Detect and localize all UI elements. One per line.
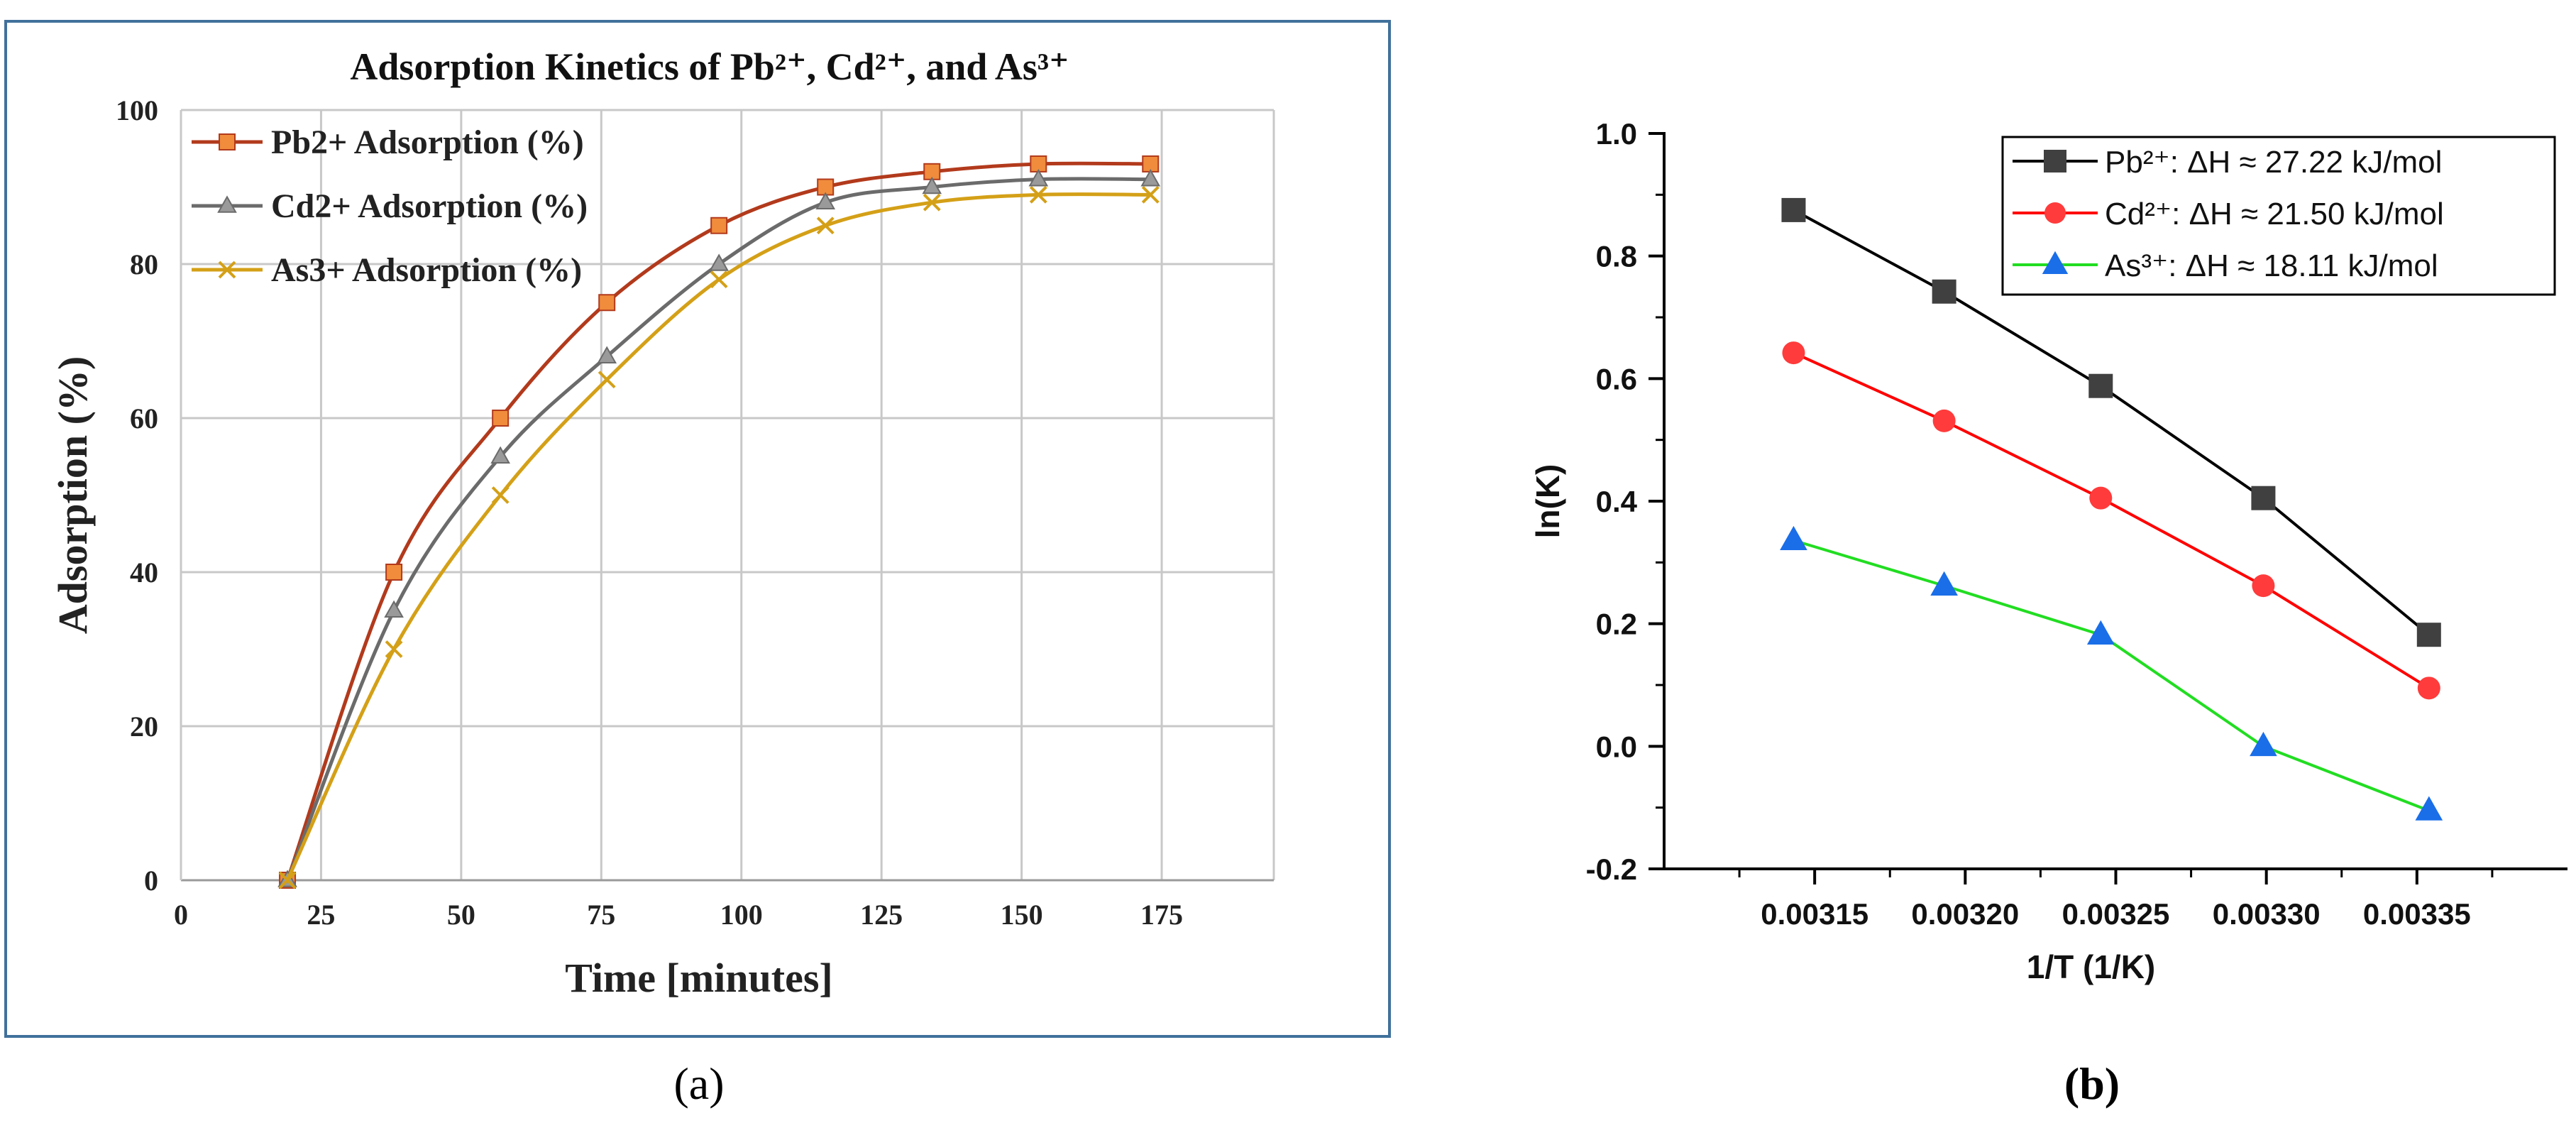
data-point [2086, 620, 2115, 645]
x-tick-label: 0.00315 [1761, 897, 1868, 931]
y-tick-label: 1.0 [1596, 117, 1637, 150]
y-axis-label: Adsorption (%) [50, 356, 96, 635]
series-line [1793, 351, 2430, 690]
legend-label: Cd²⁺: ΔH ≈ 21.50 kJ/mol [2105, 197, 2444, 231]
x-tick-label: 25 [307, 899, 335, 931]
data-point [491, 486, 510, 504]
x-tick-label: 0 [174, 899, 188, 931]
data-point [922, 176, 942, 195]
data-point [385, 564, 403, 581]
data-point [2252, 574, 2275, 598]
data-point [1028, 168, 1049, 187]
legend-label: Pb2+ Adsorption (%) [271, 124, 584, 161]
data-point [2089, 486, 2113, 510]
data-point [815, 192, 836, 209]
x-tick-label: 0.00320 [1911, 897, 2019, 931]
panel-a-label: (a) [673, 1058, 724, 1109]
data-point [278, 871, 297, 889]
chart-title: Adsorption Kinetics of Pb²⁺, Cd²⁺, and A… [350, 45, 1069, 88]
x-tick-label: 175 [1140, 899, 1183, 931]
y-tick-label: 0.2 [1596, 608, 1637, 641]
panel-a-frame [4, 20, 1391, 1038]
data-point [384, 600, 404, 618]
y-tick-label: 0.4 [1596, 485, 1638, 518]
y-tick-label: 20 [130, 711, 158, 743]
data-point [597, 346, 617, 363]
data-point [1781, 197, 1806, 222]
y-tick-label: 0.0 [1596, 730, 1637, 763]
legend-box [2001, 136, 2556, 296]
legend-label: Cd2+ Adsorption (%) [271, 187, 588, 225]
data-point [709, 253, 729, 271]
data-point [2417, 676, 2440, 700]
legend-marker [2044, 150, 2066, 172]
x-tick-label: 75 [587, 899, 615, 931]
x-axis-label: 1/T (1/K) [2027, 948, 2155, 985]
y-tick-label: 80 [130, 248, 158, 280]
data-point [710, 270, 728, 289]
data-point [598, 371, 616, 389]
legend-label: As³⁺: ΔH ≈ 18.11 kJ/mol [2105, 248, 2438, 283]
data-point [2251, 486, 2276, 510]
data-point [492, 410, 510, 427]
data-point [1141, 185, 1160, 204]
x-tick-label: 50 [447, 899, 475, 931]
x-tick-label: 0.00325 [2062, 897, 2170, 931]
data-point [1029, 185, 1047, 204]
data-point [923, 193, 941, 212]
legend-marker [2042, 251, 2069, 274]
data-point [1780, 525, 1807, 551]
legend-marker [219, 133, 236, 150]
x-tick-label: 150 [1001, 899, 1043, 931]
x-axis-label: Time [minutes] [565, 955, 833, 1001]
series-line [285, 192, 1151, 882]
data-point [816, 217, 835, 235]
y-tick-label: 100 [116, 94, 158, 126]
data-point [1932, 409, 1956, 432]
x-tick-label: 100 [720, 899, 763, 931]
y-tick-label: 0 [144, 865, 158, 897]
x-tick-label: 125 [860, 899, 903, 931]
y-tick-label: 0.6 [1596, 362, 1637, 395]
legend-marker [217, 195, 237, 213]
data-point [1930, 571, 1958, 596]
legend-label: Pb²⁺: ΔH ≈ 27.22 kJ/mol [2105, 145, 2442, 180]
panel-b-label: (b) [2064, 1058, 2120, 1109]
legend-label: As3+ Adsorption (%) [271, 251, 582, 289]
data-point [2416, 623, 2441, 647]
x-tick-label: 0.00335 [2363, 897, 2471, 931]
panel-b-chart: -0.2 0.0 0.2 0.4 0.6 0.8 1.0 0.00315 0.00320 0.00… [1529, 117, 2567, 985]
data-point [598, 294, 616, 312]
y-tick-label: -0.2 [1586, 853, 1637, 886]
y-tick-label: 0.8 [1596, 240, 1637, 273]
data-point [1140, 168, 1161, 187]
y-axis-label: ln(K) [1529, 464, 1566, 539]
panel-a-chart: Adsorption Kinetics of Pb²⁺, Cd²⁺, and A… [50, 45, 1275, 1001]
data-point [1782, 341, 1805, 365]
data-point [490, 446, 510, 464]
legend-marker [2044, 202, 2066, 224]
data-point [2250, 731, 2277, 757]
data-point [1932, 279, 1956, 304]
x-tick-label: 0.00330 [2213, 897, 2321, 931]
data-point [2415, 796, 2443, 821]
y-tick-label: 60 [130, 402, 158, 434]
data-point [710, 217, 728, 234]
series-line [1793, 539, 2430, 812]
legend-marker [218, 261, 236, 279]
y-tick-label: 40 [130, 557, 158, 588]
data-point [385, 640, 403, 658]
data-point [2088, 373, 2113, 398]
